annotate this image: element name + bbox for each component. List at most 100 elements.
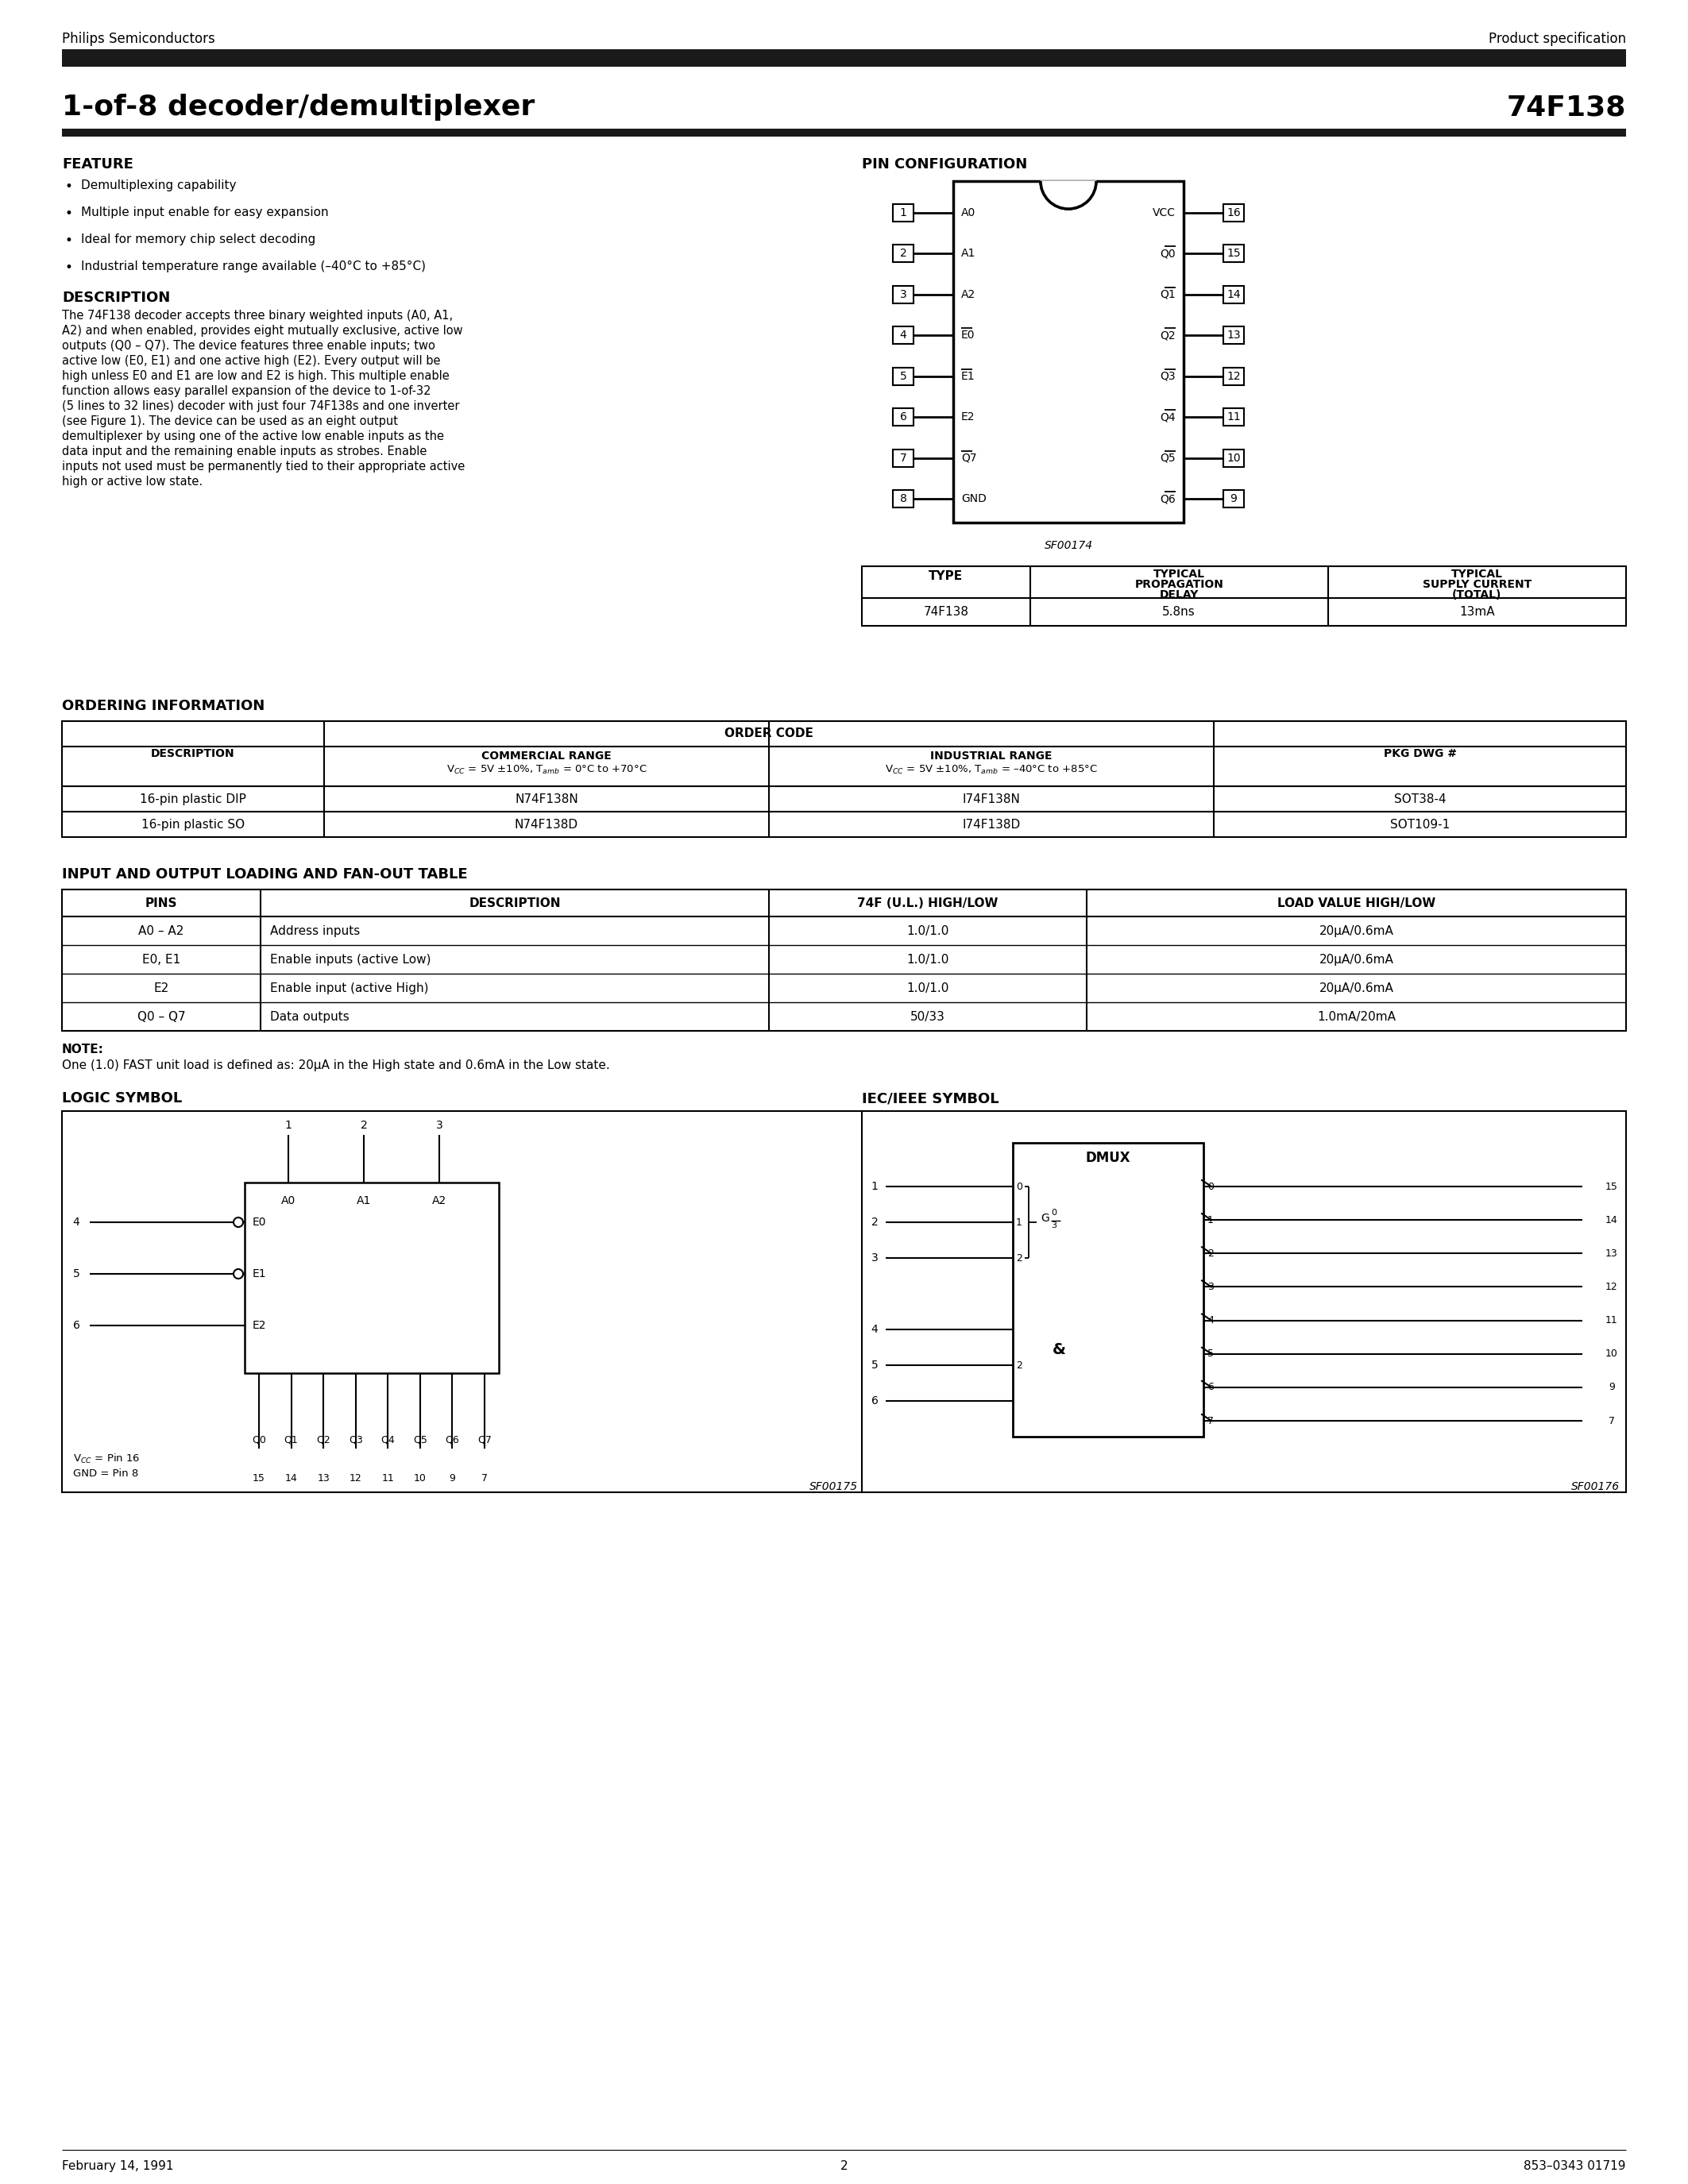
Text: Q4: Q4 (381, 1435, 395, 1444)
Text: LOAD VALUE HIGH/LOW: LOAD VALUE HIGH/LOW (1278, 898, 1435, 909)
Text: G: G (1040, 1212, 1050, 1223)
Bar (1224, 328, 1244, 345)
Text: 2: 2 (841, 2160, 847, 2173)
Text: 16-pin plastic DIP: 16-pin plastic DIP (140, 793, 246, 806)
Text: 6: 6 (73, 1319, 79, 1330)
Text: 13: 13 (1605, 1249, 1619, 1258)
Text: DESCRIPTION: DESCRIPTION (469, 898, 560, 909)
Text: 2: 2 (1016, 1254, 1023, 1262)
Text: 20μA/0.6mA: 20μA/0.6mA (1318, 924, 1394, 937)
Text: 1: 1 (900, 207, 906, 218)
Text: 12: 12 (349, 1472, 361, 1483)
Text: Multiple input enable for easy expansion: Multiple input enable for easy expansion (81, 207, 329, 218)
Text: A1: A1 (960, 249, 976, 260)
Text: 1: 1 (1016, 1216, 1023, 1227)
Text: 7: 7 (481, 1472, 488, 1483)
Text: function allows easy parallel expansion of the device to 1-of-32: function allows easy parallel expansion … (62, 384, 430, 397)
Text: 1: 1 (871, 1182, 878, 1192)
Text: 16-pin plastic SO: 16-pin plastic SO (142, 819, 245, 830)
Text: 20μA/0.6mA: 20μA/0.6mA (1318, 983, 1394, 994)
Text: ORDER CODE: ORDER CODE (724, 727, 814, 740)
Text: GND: GND (960, 494, 986, 505)
Text: SF00175: SF00175 (809, 1481, 858, 1492)
Text: 7: 7 (900, 452, 906, 463)
Bar (893, 328, 913, 345)
Text: 1: 1 (285, 1120, 292, 1131)
Text: VCC: VCC (1153, 207, 1175, 218)
Text: 15: 15 (1227, 249, 1241, 260)
Text: 6: 6 (1207, 1382, 1214, 1393)
Bar (863, 1112, 1626, 1492)
Text: Q7: Q7 (478, 1435, 491, 1444)
Text: SF00174: SF00174 (1045, 539, 1092, 550)
Text: •: • (66, 207, 73, 221)
Text: (see Figure 1). The device can be used as an eight output: (see Figure 1). The device can be used a… (62, 415, 398, 428)
Text: 9: 9 (1609, 1382, 1615, 1393)
Text: IEC/IEEE SYMBOL: IEC/IEEE SYMBOL (863, 1092, 999, 1105)
Text: 3: 3 (900, 288, 906, 299)
Text: I74F138N: I74F138N (962, 793, 1020, 806)
Text: A0: A0 (960, 207, 976, 218)
Text: INDUSTRIAL RANGE: INDUSTRIAL RANGE (930, 751, 1052, 762)
Text: 74F (U.L.) HIGH/LOW: 74F (U.L.) HIGH/LOW (858, 898, 998, 909)
Text: Ideal for memory chip select decoding: Ideal for memory chip select decoding (81, 234, 316, 245)
Text: One (1.0) FAST unit load is defined as: 20μA in the High state and 0.6mA in the : One (1.0) FAST unit load is defined as: … (62, 1059, 609, 1072)
Text: 1.0/1.0: 1.0/1.0 (906, 954, 949, 965)
Text: 15: 15 (1605, 1182, 1619, 1192)
Text: 2: 2 (1016, 1361, 1023, 1369)
Text: 1.0/1.0: 1.0/1.0 (906, 983, 949, 994)
Text: 13: 13 (317, 1472, 329, 1483)
Text: Q2: Q2 (316, 1435, 331, 1444)
Text: 6: 6 (871, 1396, 878, 1406)
Text: (TOTAL): (TOTAL) (1452, 590, 1502, 601)
Bar (893, 286, 913, 304)
Text: I74F138D: I74F138D (962, 819, 1021, 830)
Text: &: & (1053, 1341, 1067, 1356)
Bar (1224, 203, 1244, 221)
Text: TYPICAL: TYPICAL (1452, 568, 1502, 579)
Text: Q0 – Q7: Q0 – Q7 (137, 1011, 186, 1022)
Bar (1224, 450, 1244, 467)
Text: Q6: Q6 (446, 1435, 459, 1444)
Text: 0: 0 (1052, 1208, 1057, 1216)
Text: Address inputs: Address inputs (270, 924, 360, 937)
Text: PIN CONFIGURATION: PIN CONFIGURATION (863, 157, 1028, 173)
Circle shape (233, 1269, 243, 1278)
Text: 1-of-8 decoder/demultiplexer: 1-of-8 decoder/demultiplexer (62, 94, 535, 120)
Text: SOT38-4: SOT38-4 (1394, 793, 1447, 806)
Text: high or active low state.: high or active low state. (62, 476, 203, 487)
Text: high unless E0 and E1 are low and E2 is high. This multiple enable: high unless E0 and E1 are low and E2 is … (62, 369, 449, 382)
Bar (62, 1112, 864, 1492)
Text: 16: 16 (1227, 207, 1241, 218)
Text: outputs (Q0 – Q7). The device features three enable inputs; two: outputs (Q0 – Q7). The device features t… (62, 341, 436, 352)
Text: 8: 8 (900, 494, 906, 505)
Text: V$_{CC}$ = Pin 16: V$_{CC}$ = Pin 16 (73, 1452, 140, 1465)
Text: SOT109-1: SOT109-1 (1389, 819, 1450, 830)
Text: 74F138: 74F138 (1507, 94, 1626, 120)
Text: 7: 7 (1207, 1415, 1214, 1426)
Text: DESCRIPTION: DESCRIPTION (152, 749, 235, 760)
Text: 2: 2 (360, 1120, 368, 1131)
Text: INPUT AND OUTPUT LOADING AND FAN-OUT TABLE: INPUT AND OUTPUT LOADING AND FAN-OUT TAB… (62, 867, 468, 882)
Text: 74F138: 74F138 (923, 605, 969, 618)
Bar (1224, 245, 1244, 262)
Text: Philips Semiconductors: Philips Semiconductors (62, 33, 214, 46)
Bar (62, 889, 1626, 1031)
Text: LOGIC SYMBOL: LOGIC SYMBOL (62, 1092, 182, 1105)
Text: V$_{CC}$ = 5V ±10%, T$_{amb}$ = –40°C to +85°C: V$_{CC}$ = 5V ±10%, T$_{amb}$ = –40°C to… (885, 764, 1097, 775)
Text: TYPE: TYPE (928, 570, 964, 583)
Text: 13mA: 13mA (1460, 605, 1496, 618)
Text: Q3: Q3 (1160, 371, 1175, 382)
Text: 11: 11 (1605, 1315, 1619, 1326)
Text: 0: 0 (1207, 1182, 1214, 1192)
Text: E2: E2 (154, 983, 169, 994)
Text: The 74F138 decoder accepts three binary weighted inputs (A0, A1,: The 74F138 decoder accepts three binary … (62, 310, 452, 321)
Text: TYPICAL: TYPICAL (1153, 568, 1205, 579)
Bar (893, 489, 913, 507)
Text: Q5: Q5 (414, 1435, 427, 1444)
Text: 4: 4 (900, 330, 906, 341)
Text: 4: 4 (871, 1324, 878, 1334)
Text: SF00176: SF00176 (1572, 1481, 1620, 1492)
Bar (954, 181, 1183, 522)
Text: 2: 2 (871, 1216, 878, 1227)
